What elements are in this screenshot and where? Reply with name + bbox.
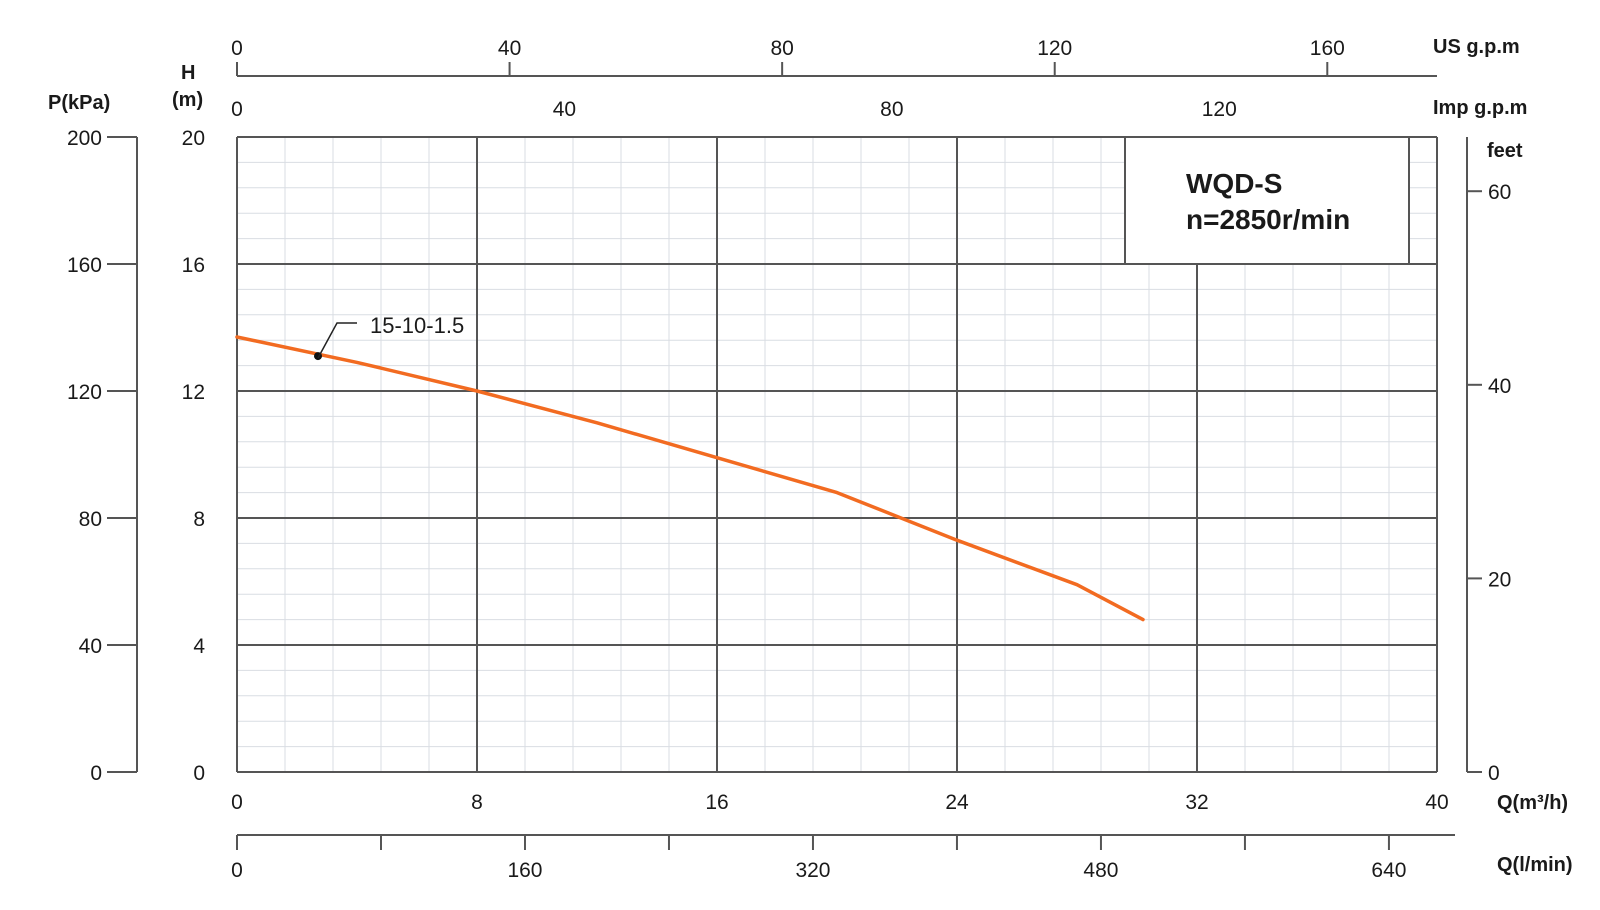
feet-tick-label: 0 bbox=[1488, 762, 1500, 785]
imp-gpm-tick-label: 80 bbox=[880, 98, 903, 121]
series-label-leader bbox=[317, 322, 357, 359]
imp-gpm-tick-label: 120 bbox=[1202, 98, 1237, 121]
us-gpm-tick-label: 80 bbox=[770, 37, 793, 60]
major-grid bbox=[236, 136, 1438, 773]
x-tick-label: 16 bbox=[705, 791, 728, 814]
chart-title: WQD-S bbox=[1186, 168, 1282, 199]
lmin-axis-label: Q(l/min) bbox=[1497, 854, 1573, 876]
us-gpm-tick-label: 120 bbox=[1037, 37, 1072, 60]
x-tick-label: 0 bbox=[231, 791, 243, 814]
axes: 0 8 16 24 32 40048121620040801201602000204060… bbox=[67, 37, 1511, 882]
lmin-tick-label: 480 bbox=[1083, 859, 1118, 882]
x-tick-label: 24 bbox=[945, 791, 969, 814]
lmin-tick-label: 640 bbox=[1371, 859, 1406, 882]
x-axis-label: Q(m³/h) bbox=[1497, 792, 1568, 814]
title-box bbox=[1124, 136, 1410, 265]
series-label: 15-10-1.5 bbox=[370, 313, 464, 338]
us-gpm-tick-label: 160 bbox=[1310, 37, 1345, 60]
pressure-tick-label: 160 bbox=[67, 254, 102, 277]
y-tick-label: 0 bbox=[193, 762, 205, 785]
feet-tick-label: 60 bbox=[1488, 181, 1511, 204]
series-line bbox=[235, 335, 1145, 622]
pressure-tick-label: 120 bbox=[67, 381, 102, 404]
pressure-axis-label: P(kPa) bbox=[48, 92, 110, 114]
pressure-tick-label: 0 bbox=[90, 762, 102, 785]
feet-axis-label: feet bbox=[1487, 140, 1523, 162]
x-tick-label: 40 bbox=[1425, 791, 1448, 814]
imp-gpm-tick-label: 40 bbox=[553, 98, 576, 121]
us-gpm-axis-label: US g.p.m bbox=[1433, 36, 1520, 58]
chart-subtitle: n=2850r/min bbox=[1186, 204, 1350, 235]
head-axis-label-line2: (m) bbox=[172, 89, 203, 111]
y-tick-label: 16 bbox=[182, 254, 205, 277]
lmin-tick-label: 0 bbox=[231, 859, 243, 882]
lmin-tick-label: 160 bbox=[507, 859, 542, 882]
x-tick-label: 32 bbox=[1185, 791, 1208, 814]
y-tick-label: 12 bbox=[182, 381, 205, 404]
y-tick-label: 8 bbox=[193, 508, 205, 531]
x-tick-label: 8 bbox=[471, 791, 483, 814]
us-gpm-tick-label: 40 bbox=[498, 37, 521, 60]
us-gpm-tick-label: 0 bbox=[231, 37, 243, 60]
feet-tick-label: 20 bbox=[1488, 568, 1511, 591]
y-tick-label: 4 bbox=[193, 635, 205, 658]
curves bbox=[235, 335, 1145, 622]
imp-gpm-axis-label: Imp g.p.m bbox=[1433, 97, 1527, 119]
imp-gpm-tick-label: 0 bbox=[231, 98, 243, 121]
pressure-tick-label: 80 bbox=[79, 508, 102, 531]
head-axis-label-line1: H bbox=[181, 62, 195, 84]
lmin-tick-label: 320 bbox=[795, 859, 830, 882]
y-tick-label: 20 bbox=[182, 127, 205, 150]
feet-tick-label: 40 bbox=[1488, 375, 1511, 398]
pressure-tick-label: 200 bbox=[67, 127, 102, 150]
pressure-tick-label: 40 bbox=[79, 635, 102, 658]
